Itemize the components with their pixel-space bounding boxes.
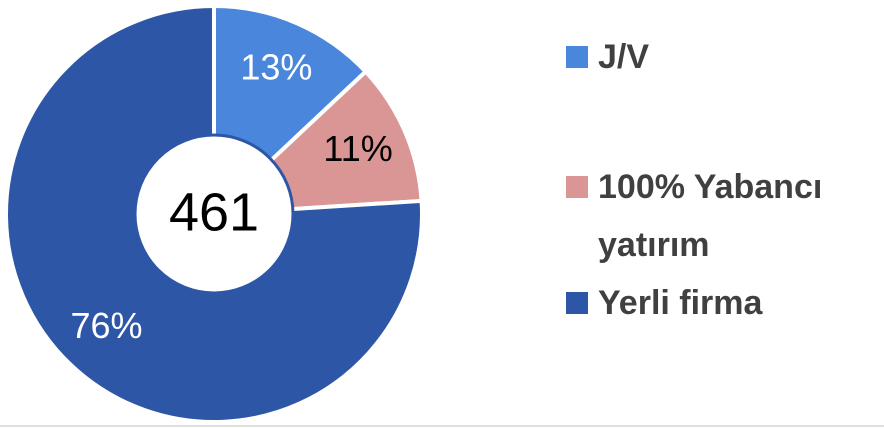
legend-swatch <box>566 292 588 314</box>
value-label: 11% <box>323 128 392 169</box>
legend-label: J/V <box>598 38 650 76</box>
center-total: 461 <box>169 182 259 242</box>
legend-label: Yerli firma <box>598 284 763 322</box>
legend-item: Yerli firma <box>566 274 866 332</box>
legend: J/V 100% Yabancı yatırım Yerli firma <box>566 28 866 332</box>
center-hole <box>133 133 295 295</box>
legend-swatch <box>566 46 588 68</box>
slice <box>4 3 424 424</box>
value-label: 76% <box>70 305 142 346</box>
legend-item: 100% Yabancı yatırım <box>566 158 866 274</box>
legend-item: J/V <box>566 28 866 86</box>
legend-label: 100% Yabancı yatırım <box>598 168 823 264</box>
value-label: 13% <box>240 46 312 87</box>
legend-swatch <box>566 176 588 198</box>
